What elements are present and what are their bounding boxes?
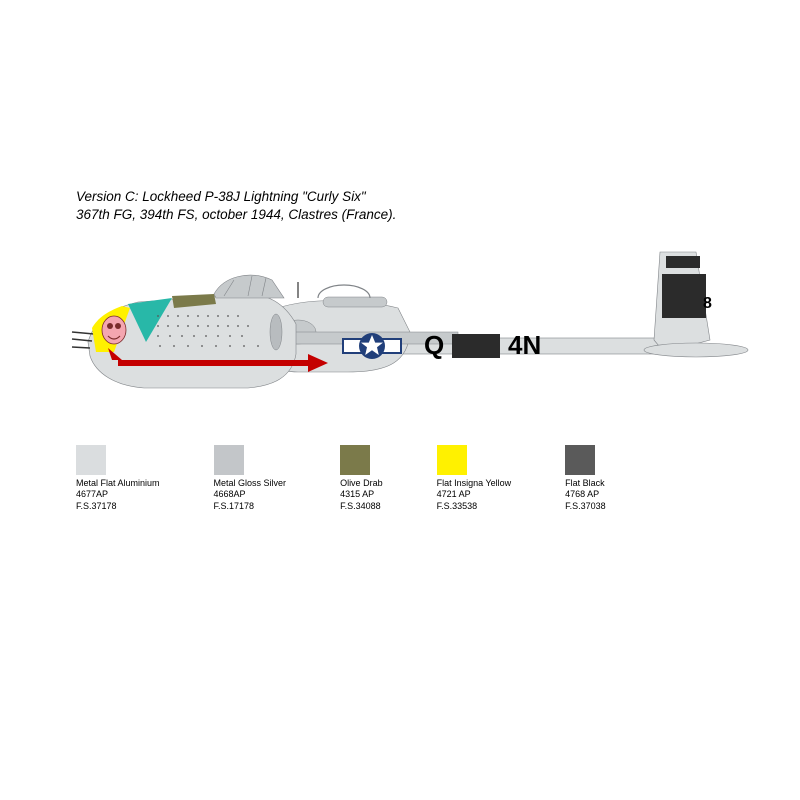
swatch-label: Flat Black 4768 AP F.S.37038 <box>565 478 606 512</box>
swatch-group: Metal Gloss Silver 4668AP F.S.17178 <box>214 445 287 512</box>
svg-text:4N: 4N <box>508 330 541 360</box>
color-palette: Metal Flat Aluminium 4677AP F.S.37178 Me… <box>76 445 606 512</box>
aircraft-illustration: 8 <box>48 232 752 432</box>
swatch <box>214 445 244 475</box>
swatch-group: Olive Drab 4315 AP F.S.34088 <box>340 445 383 512</box>
swatch-group: Metal Flat Aluminium 4677AP F.S.37178 <box>76 445 160 512</box>
caption-line2: 367th FG, 394th FS, october 1944, Clastr… <box>76 207 396 222</box>
caption-line1: Version C: Lockheed P-38J Lightning "Cur… <box>76 189 366 204</box>
swatch-label: Olive Drab 4315 AP F.S.34088 <box>340 478 383 512</box>
swatch-label: Flat Insigna Yellow 4721 AP F.S.33538 <box>437 478 512 512</box>
swatch <box>437 445 467 475</box>
svg-text:8: 8 <box>703 295 712 312</box>
swatch <box>340 445 370 475</box>
swatch <box>565 445 595 475</box>
swatch-label: Metal Gloss Silver 4668AP F.S.17178 <box>214 478 287 512</box>
swatch <box>76 445 106 475</box>
caption: Version C: Lockheed P-38J Lightning "Cur… <box>76 188 396 224</box>
swatch-group: Flat Insigna Yellow 4721 AP F.S.33538 <box>437 445 512 512</box>
swatch-group: Flat Black 4768 AP F.S.37038 <box>565 445 606 512</box>
svg-text:Q: Q <box>424 330 444 360</box>
swatch-label: Metal Flat Aluminium 4677AP F.S.37178 <box>76 478 160 512</box>
